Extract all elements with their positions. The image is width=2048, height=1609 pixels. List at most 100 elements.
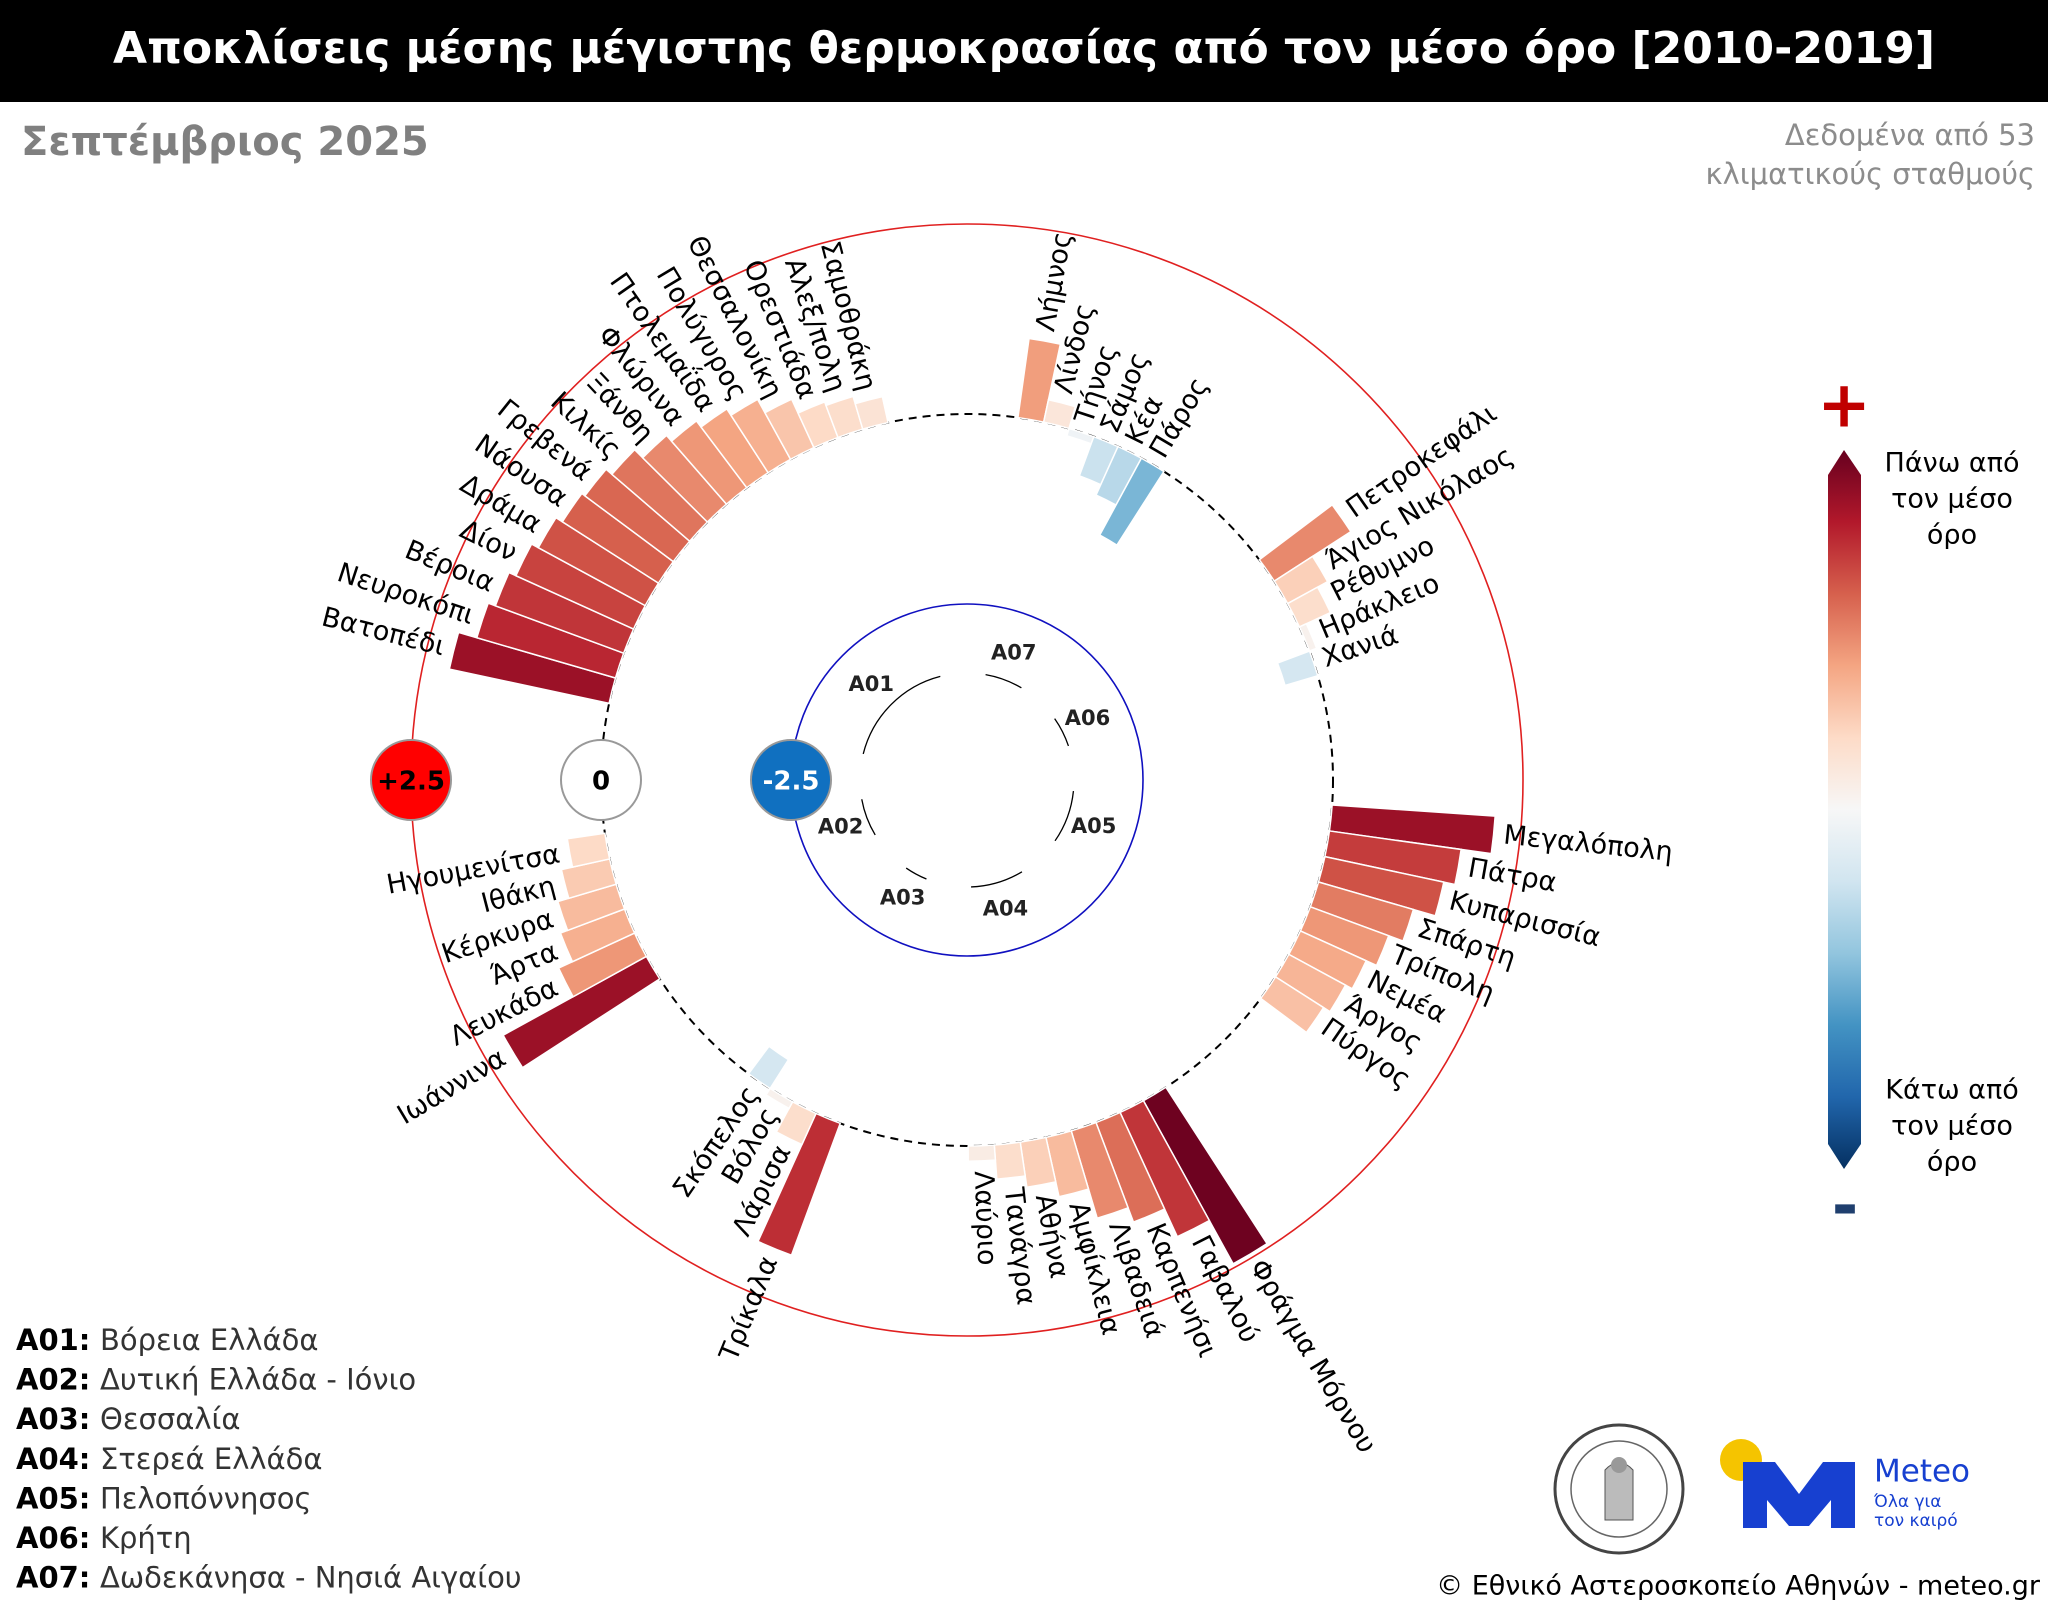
tick-badge (370, 739, 452, 821)
bar (641, 434, 728, 524)
group-arc (861, 799, 876, 836)
tick-badge (560, 739, 642, 821)
colorbar-top: τον μέσο (1891, 484, 2013, 515)
bar (1045, 1129, 1090, 1198)
bar (1042, 398, 1077, 430)
station-label: Τρίκαλα (713, 1252, 784, 1367)
bar (1019, 1136, 1057, 1189)
bar (561, 492, 675, 585)
colorbar-top: Πάνω από (1885, 448, 2020, 479)
chart-title: Αποκλίσεις μέσης μέγιστης θερμοκρασίας α… (113, 23, 1935, 74)
footer: © Εθνικό Αστεροσκοπείο Αθηνών - meteo.gr (1436, 1571, 2041, 1602)
bar (537, 516, 660, 607)
group-arc (971, 871, 1023, 888)
legend-key: A07: (16, 1561, 90, 1595)
bar (1065, 427, 1095, 445)
bar (1070, 1121, 1130, 1220)
bar (560, 858, 618, 900)
legend-label: Στερεά Ελλάδα (100, 1442, 323, 1476)
group-arc (1054, 790, 1075, 842)
meteo-logo (1720, 1439, 1855, 1528)
bar (1142, 1086, 1269, 1265)
bar (824, 395, 864, 439)
grid-circle (790, 603, 1144, 957)
legend-label: Θεσσαλία (100, 1402, 240, 1436)
bar (764, 1087, 794, 1110)
station-label: Λαύριο (968, 1170, 1003, 1266)
colorbar-bottom: τον μέσο (1891, 1111, 2013, 1142)
bar (610, 448, 709, 543)
bar (1276, 650, 1319, 687)
group-label: A01 (848, 672, 893, 696)
grid-circle (600, 413, 1334, 1147)
bar (557, 932, 648, 998)
bar (494, 571, 635, 655)
bar (1274, 953, 1347, 1013)
tick-label: +2.5 (377, 767, 445, 797)
tick-label: -2.5 (763, 767, 820, 797)
bar (1299, 905, 1390, 967)
bar (1119, 1099, 1211, 1238)
group-label: A05 (1071, 814, 1116, 838)
group-label: A02 (818, 815, 863, 839)
group-label: A06 (1065, 706, 1110, 730)
group-arc (985, 673, 1022, 689)
bar (1298, 622, 1318, 652)
bar (1286, 586, 1332, 628)
logo-name: Meteo (1874, 1454, 1970, 1490)
bar (729, 398, 792, 474)
logo-tagline: τον καιρό (1874, 1511, 1958, 1531)
group-label: A04 (983, 896, 1028, 920)
colorbar (1828, 450, 1861, 1169)
subtitle: Σεπτέμβριος 2025 (21, 119, 429, 165)
bar (583, 468, 691, 563)
legend-label: Πελοπόννησος (100, 1481, 312, 1515)
bar (566, 832, 611, 869)
bar (502, 955, 661, 1069)
tick-label: 0 (592, 767, 610, 797)
bar (1287, 929, 1368, 990)
bar (757, 1112, 842, 1257)
bar (670, 419, 748, 506)
legend-key: A01: (16, 1323, 90, 1357)
bar (797, 400, 839, 449)
bar (475, 602, 625, 679)
bar (1309, 881, 1415, 943)
bar (854, 395, 889, 431)
station-label: Φράγμα Μόρνου (1243, 1254, 1382, 1459)
tick-badge (750, 739, 832, 821)
bar (1259, 975, 1325, 1034)
logo-tagline: Όλα για (1873, 1492, 1942, 1512)
group-arc (862, 675, 941, 755)
legend-label: Δωδεκάνησα - Νησιά Αιγαίου (100, 1561, 522, 1595)
station-label: Μεγαλόπολη (1502, 820, 1674, 868)
colorbar-top: όρο (1927, 520, 1977, 551)
observatory-logo (1553, 1423, 1685, 1555)
bar (775, 1100, 818, 1146)
bar (1095, 1111, 1166, 1224)
colorbar-minus: - (1832, 1170, 1859, 1244)
legend-key: A03: (16, 1402, 90, 1436)
legend-key: A06: (16, 1521, 90, 1555)
bar (763, 398, 815, 461)
legend-key: A02: (16, 1363, 90, 1397)
bar (1328, 804, 1496, 855)
bar (993, 1141, 1027, 1180)
colorbar-bottom: Κάτω από (1885, 1075, 2019, 1106)
bar (1273, 555, 1329, 605)
legend-label: Βόρεια Ελλάδα (100, 1323, 319, 1357)
bar (1323, 830, 1462, 886)
legend-label: Κρήτη (100, 1521, 192, 1555)
colorbar-bottom: όρο (1927, 1147, 1977, 1178)
title-bar (0, 0, 2048, 102)
colorbar-plus: + (1817, 369, 1871, 443)
bar (559, 908, 636, 963)
station-label: Ιωάννινα (392, 1043, 511, 1131)
bar (556, 883, 626, 932)
legend-label: Δυτική Ελλάδα - Ιόνιο (100, 1363, 416, 1397)
group-label: A07 (991, 640, 1036, 664)
bar (1258, 503, 1352, 583)
bar (1098, 457, 1165, 547)
note: Δεδομένα από 53 (1785, 118, 2035, 152)
